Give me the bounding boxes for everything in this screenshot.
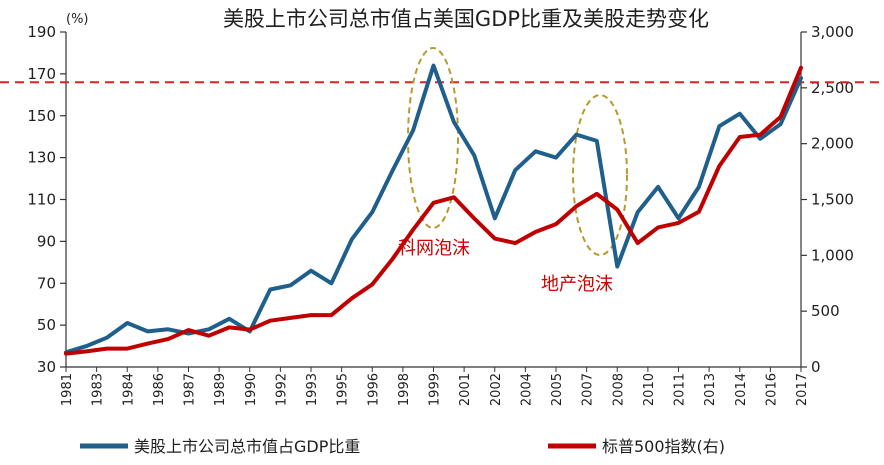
- x-tick-label: 1986: [152, 373, 167, 406]
- left-tick-label: 50: [37, 316, 56, 334]
- housing-bubble-ellipse: [572, 94, 628, 256]
- right-y-axis: 0 500 1,000 1,500 2,000 2,500 3,000: [801, 23, 854, 376]
- right-tick-label: 1,500: [811, 191, 854, 209]
- x-tick-label: 1981: [60, 373, 75, 406]
- left-y-axis: 30 50 70 90 110 130 150 170 190: [27, 23, 66, 376]
- x-tick-label: 1998: [397, 373, 412, 406]
- x-tick-label: 1984: [121, 373, 136, 406]
- x-tick-label: 1996: [366, 373, 381, 406]
- x-tick-label: 1987: [183, 373, 198, 406]
- x-tick-label: 2014: [734, 373, 749, 406]
- x-tick-label: 2004: [519, 373, 534, 406]
- left-tick-label: 170: [27, 65, 56, 83]
- left-tick-label: 90: [37, 232, 56, 250]
- chart-title: 美股上市公司总市值占美国GDP比重及美股走势变化: [223, 7, 709, 31]
- x-tick-label: 2010: [642, 373, 657, 406]
- x-tick-label: 1993: [305, 373, 320, 406]
- legend: 美股上市公司总市值占GDP比重 标普500指数(右): [80, 437, 725, 456]
- x-tick-label: 2002: [489, 373, 504, 406]
- left-tick-label: 110: [27, 191, 56, 209]
- housing-bubble-label: 地产泡沫: [541, 274, 613, 295]
- left-tick-label: 150: [27, 107, 56, 125]
- x-tick-label: 2001: [458, 373, 473, 406]
- right-tick-label: 2,000: [811, 135, 854, 153]
- x-tick-label: 2016: [764, 373, 779, 406]
- x-tick-label: 2005: [550, 373, 565, 406]
- dotcom-bubble-label: 科网泡沫: [398, 238, 470, 259]
- right-tick-label: 0: [811, 358, 821, 376]
- legend-label-sp500: 标普500指数(右): [602, 437, 725, 456]
- x-tick-label: 1983: [91, 373, 106, 406]
- x-axis-ticks: 1981 1983 1984 1986 1987 1989 1990 1992 1993 1995…: [60, 367, 810, 406]
- right-tick-label: 3,000: [811, 23, 854, 41]
- right-tick-label: 1,000: [811, 246, 854, 264]
- market-cap-to-gdp-line: [64, 63, 803, 355]
- left-tick-label: 130: [27, 149, 56, 167]
- legend-label-market-cap: 美股上市公司总市值占GDP比重: [134, 437, 360, 456]
- x-tick-label: 2011: [673, 373, 688, 406]
- right-tick-label: 2,500: [811, 79, 854, 97]
- left-tick-label: 70: [37, 274, 56, 292]
- left-axis-unit: (%): [66, 12, 89, 27]
- x-tick-label: 2008: [611, 373, 626, 406]
- x-tick-label: 1995: [336, 373, 351, 406]
- left-tick-label: 30: [37, 358, 56, 376]
- x-tick-label: 1992: [274, 373, 289, 406]
- x-tick-label: 2007: [581, 373, 596, 406]
- right-tick-label: 500: [811, 302, 840, 320]
- x-tick-label: 2013: [703, 373, 718, 406]
- x-tick-label: 2017: [795, 373, 810, 406]
- x-tick-label: 1999: [428, 373, 443, 406]
- left-tick-label: 190: [27, 23, 56, 41]
- sp500-index-line: [64, 65, 803, 356]
- x-tick-label: 1990: [244, 373, 259, 406]
- x-tick-label: 1989: [213, 373, 228, 406]
- series-group: [64, 63, 803, 356]
